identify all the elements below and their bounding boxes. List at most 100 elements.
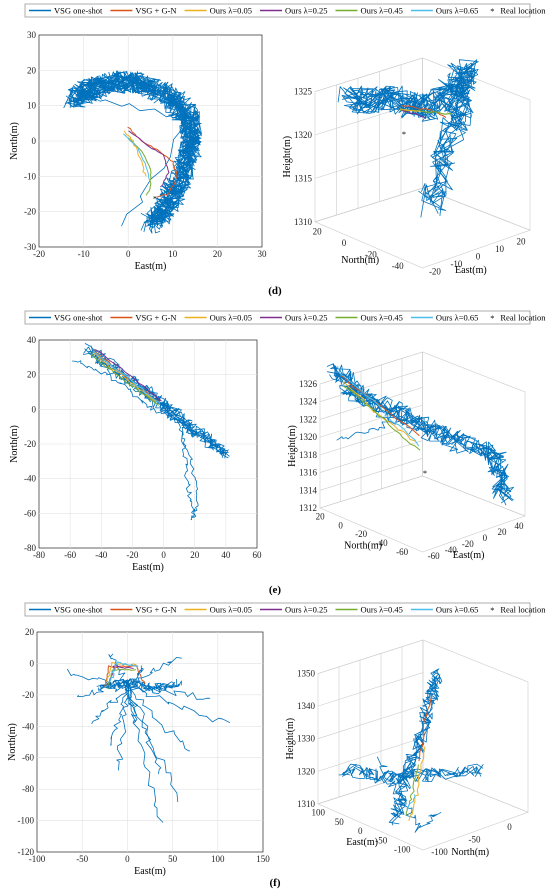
y-axis-label: North(m) [7,723,18,761]
x-tick-label: 60 [253,550,263,560]
y-tick-label: 30 [27,30,37,40]
y-tick-label: -40 [22,721,34,731]
horizontal-axis-label-right: East(m) [453,550,485,561]
tick-label: -100 [394,845,411,855]
z-axis-label: Height(m) [287,425,298,467]
series-vsg-one-shot [65,71,202,234]
z-tick-label: 1325 [294,87,313,97]
axes-3d-e: 1326 1324 1322 1320 1318 1316 1314 1312 Height(m… [287,351,526,561]
x-tick-label: -10 [78,249,90,259]
tick-label: 20 [316,512,326,522]
series-ours-005 [92,352,157,403]
legend-item-1: VSG + G-N [110,605,177,615]
wall [422,57,531,231]
series-vsg-one-shot [72,360,197,519]
legend-label: Real location [500,6,546,16]
series-ours-065 [122,133,151,182]
tick-label: -60 [428,551,440,561]
panel-label-e: (e) [269,584,282,596]
legend-item-6: * Real location [490,605,546,616]
tick-label: -50 [469,835,481,845]
z-tick-label: 1310 [294,217,313,227]
series-vsg-one-shot [390,669,443,818]
legend-label: Ours λ=0.05 [210,605,252,615]
legend-label: VSG one-shot [54,605,103,615]
legend-item-1: VSG + G-N [110,313,177,323]
legend-label: Ours λ=0.45 [360,313,402,323]
y-tick-label: -30 [24,242,36,252]
series-vsg-one-shot [376,756,442,833]
y-tick-label: -80 [24,543,36,553]
series-vsg-one-shot [124,689,179,803]
tick-label: 0 [507,822,512,832]
legend-marker: * [490,6,494,16]
tick-label: 20 [497,527,507,537]
z-tick-label: 1320 [299,432,318,442]
series-ours-045 [342,385,421,451]
series-vsg-gn [400,105,447,119]
y-tick-label: -20 [24,439,36,449]
y-tick-label: -60 [24,508,36,518]
x-tick-label: 150 [256,854,270,864]
x-tick-label: -60 [64,550,76,560]
z-tick-label: 1318 [299,450,318,460]
gridline-z [319,440,423,473]
series-vsg-one-shot [99,678,178,691]
z-tick-label: 1350 [297,669,316,679]
series-vsg-one-shot [88,351,226,459]
x-tick-label: 0 [125,854,130,864]
gridline-z [314,57,423,92]
real-location-marker: * [402,129,406,139]
legend-label: Real location [500,313,546,323]
series-ours-005 [408,746,426,821]
legend-item-5: Ours λ=0.65 [410,605,478,615]
axes-3d-f: 1350 1340 1330 1320 1310 Height(m) 100 50 0 -50 -1… [285,639,529,858]
tick-label: -60 [396,547,408,557]
series-ours-025 [401,110,425,119]
series-vsg-one-shot [91,688,128,725]
tick-label: 50 [335,817,345,827]
legend-label: VSG one-shot [54,313,103,323]
legend-label: Ours λ=0.05 [210,6,252,16]
tick-label: -50 [375,835,387,845]
legend-item-1: VSG + G-N [110,6,177,16]
tick-label: -10 [450,259,462,269]
series-vsg-one-shot [77,684,130,697]
legend-d: VSG one-shot VSG + G-N Ours λ=0.05 Ours λ=0… [24,3,546,18]
series-ours-065 [92,350,161,404]
series-vsg-one-shot [332,363,512,504]
gridline-z [319,475,423,509]
horizontal-axis-label-right: East(m) [455,265,487,276]
tick-label: 20 [516,236,526,246]
series-ours-065 [338,372,420,447]
legend-item-2: Ours λ=0.05 [184,6,252,16]
panel-label-d: (d) [268,285,282,297]
legend-e: VSG one-shot VSG + G-N Ours λ=0.05 Ours λ=0… [24,310,546,325]
gridline-z [317,704,424,739]
legend-item-5: Ours λ=0.65 [410,6,478,16]
legend-label: Ours λ=0.65 [436,6,478,16]
series-vsg-one-shot [330,365,514,501]
tick-label: -40 [376,538,388,548]
legend-item-4: Ours λ=0.45 [335,605,403,615]
series-ours-065 [109,661,139,683]
gridline-z [319,369,423,403]
x-tick-label: -50 [76,854,88,864]
y-tick-label: -20 [22,690,34,700]
legend-f: VSG one-shot VSG + G-N Ours λ=0.05 Ours λ=0… [24,602,546,617]
series-ours-025 [94,348,162,402]
horizontal-axis-label-left: East(m) [346,837,378,848]
z-tick-label: 1310 [297,799,316,809]
x-tick-label: 20 [190,550,200,560]
tick-label: 100 [312,808,326,818]
horizontal-axis-label-left: North(m) [344,540,382,551]
z-axis-label: Height(m) [282,136,293,178]
z-tick-label: 1326 [299,379,318,389]
legend-label: Ours λ=0.25 [285,6,327,16]
legend-label: Ours λ=0.65 [436,605,478,615]
tick-label: -20 [355,529,367,539]
y-axis-label: North(m) [9,122,20,160]
tick-label: -20 [429,267,441,277]
x-axis-label: East(m) [132,562,164,573]
legend-label: Ours λ=0.45 [360,605,402,615]
